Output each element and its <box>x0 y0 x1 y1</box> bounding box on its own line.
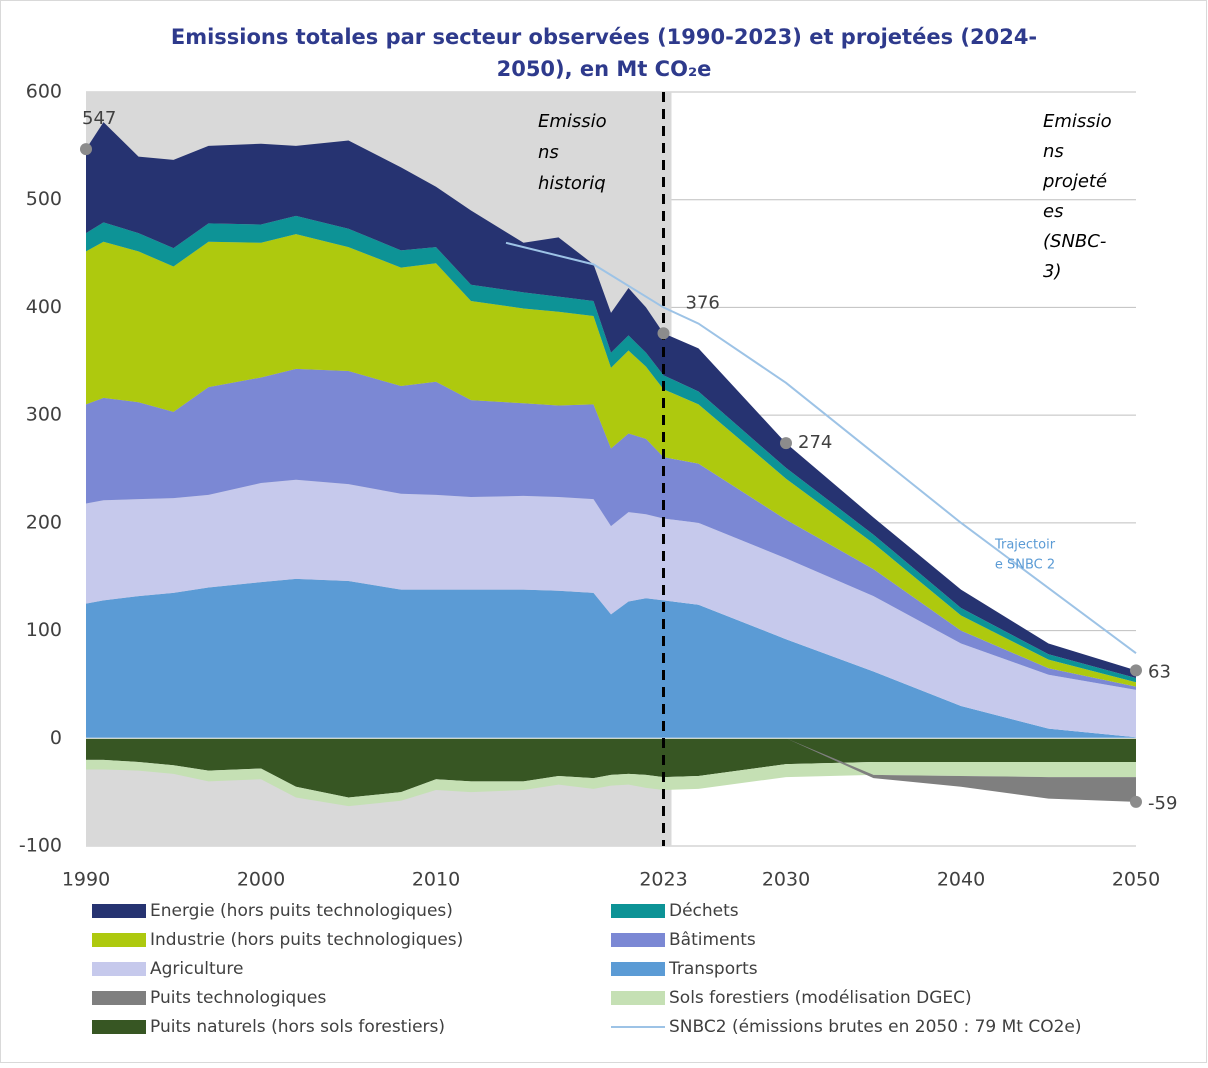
y-tick-label: 300 <box>26 404 62 426</box>
x-tick-label: 2030 <box>762 869 810 891</box>
legend-label: Déchets <box>669 901 739 921</box>
legend-label: Bâtiments <box>669 930 756 950</box>
area <box>86 759 1136 807</box>
snbc2-label: e SNBC 2 <box>995 558 1055 573</box>
legend-swatch <box>92 991 146 1005</box>
legend-swatch <box>92 904 146 918</box>
chart-title: Emissions totales par secteur observées … <box>171 25 1037 49</box>
y-tick-label: 600 <box>26 81 62 103</box>
area <box>86 122 1136 678</box>
snbc2-label: Trajectoir <box>994 538 1056 553</box>
x-tick-label: 2010 <box>412 869 460 891</box>
legend-label: Energie (hors puits technologiques) <box>150 901 453 921</box>
snbc2-line <box>505 241 1137 654</box>
annotation-label: 63 <box>1148 661 1171 682</box>
y-tick-label: 400 <box>26 296 62 318</box>
projected-label: ns <box>1043 141 1064 162</box>
projected-label: 3) <box>1043 261 1061 282</box>
legend-swatch <box>611 904 665 918</box>
projected-label: Emissio <box>1043 111 1112 132</box>
historical-label: historiq <box>538 173 606 194</box>
annotation-dot <box>1130 664 1142 677</box>
annotation-dot <box>80 143 92 156</box>
x-tick-label: 2040 <box>937 869 985 891</box>
x-tick-label: 2023 <box>639 869 687 891</box>
legend-swatch <box>611 962 665 976</box>
chart-title: 2050), en Mt CO₂e <box>497 57 712 81</box>
legend-label: Agriculture <box>150 959 244 979</box>
historical-label: Emissio <box>538 111 607 132</box>
annotation-label: 274 <box>798 432 832 453</box>
legend-label: Puits naturels (hors sols forestiers) <box>150 1017 445 1037</box>
area <box>86 578 1136 739</box>
annotation-dot <box>1130 795 1142 808</box>
legend-label: SNBC2 (émissions brutes en 2050 : 79 Mt … <box>669 1017 1082 1037</box>
x-tick-label: 2000 <box>237 869 285 891</box>
legend-swatch <box>92 962 146 976</box>
legend-swatch <box>92 1020 146 1034</box>
area <box>86 368 1136 690</box>
annotation-dot <box>780 437 792 450</box>
annotation-label: -59 <box>1148 793 1177 814</box>
annotation-dot <box>657 327 670 340</box>
area <box>86 479 1136 738</box>
annotation-label: 547 <box>82 108 116 129</box>
legend-label: Industrie (hors puits technologiques) <box>150 930 463 950</box>
projected-label: (SNBC- <box>1043 231 1106 252</box>
y-tick-label: 0 <box>50 727 62 749</box>
x-tick-label: 1990 <box>62 869 110 891</box>
legend-label: Puits technologiques <box>150 988 326 1008</box>
y-tick-label: 500 <box>26 188 62 210</box>
area <box>86 738 1136 798</box>
y-tick-label: -100 <box>19 835 62 857</box>
projected-label: projeté <box>1042 171 1107 192</box>
area <box>86 234 1136 687</box>
legend-label: Sols forestiers (modélisation DGEC) <box>669 988 972 1008</box>
x-tick-label: 2050 <box>1112 869 1160 891</box>
projected-label: es <box>1043 201 1063 222</box>
legend-swatch <box>92 933 146 947</box>
annotation-label: 376 <box>686 292 720 313</box>
legend-swatch <box>611 933 665 947</box>
legend-swatch <box>611 991 665 1005</box>
historical-label: ns <box>538 142 559 163</box>
y-tick-label: 200 <box>26 511 62 533</box>
area <box>86 738 1136 802</box>
y-tick-label: 100 <box>26 619 62 641</box>
legend-label: Transports <box>668 959 758 979</box>
